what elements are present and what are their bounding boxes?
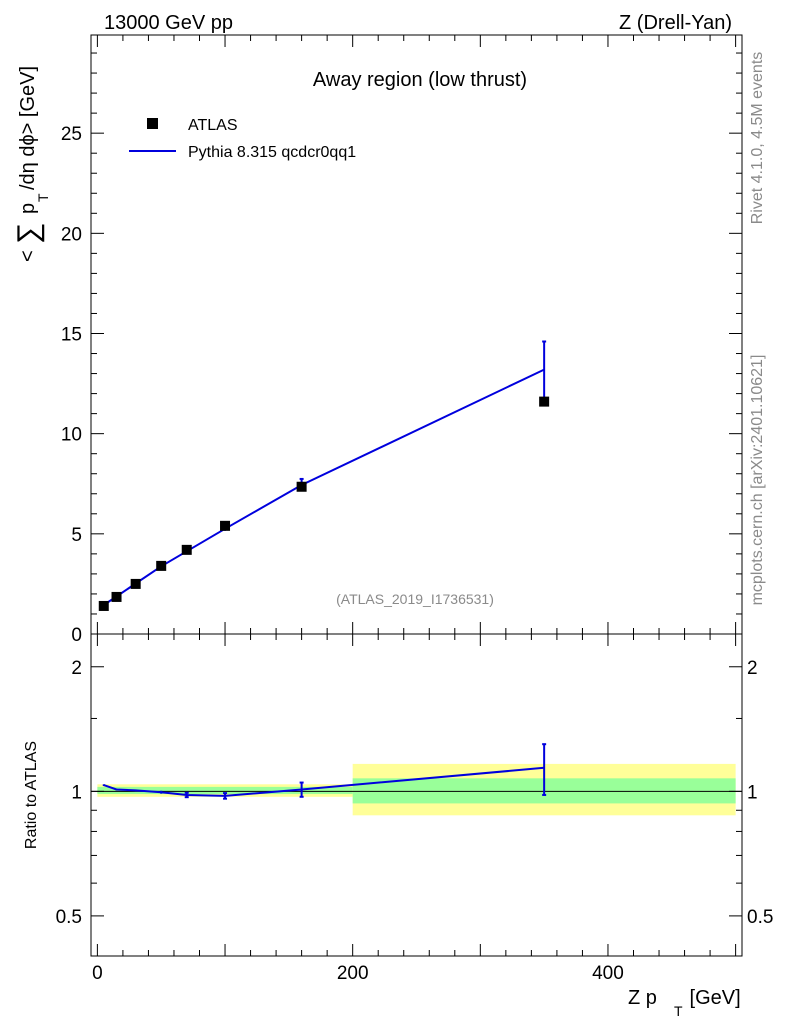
ylabel-rest: /dη dϕ> [GeV] [17,66,39,190]
energy-label: 13000 GeV pp [104,12,233,34]
ylabel-p: p [17,203,39,214]
x-tick-label: 200 [337,963,369,984]
main-y-axis-label: < ∑ p T /dη dϕ> [GeV] [12,66,51,262]
y-tick-label: 20 [61,224,82,245]
data-point [111,591,122,602]
data-point [296,481,307,492]
ratio-frame [90,633,743,957]
data-point [220,520,231,531]
data-point [130,578,141,589]
main-panel: Away region (low thrust) (ATLAS_2019_I17… [61,34,743,646]
ratio-panel: 0.5 0.5 1 1 2 2 0 200 400 [56,633,773,984]
data-point [156,560,167,571]
ratio-y-tick-label: 2 [71,658,82,679]
y-tick-label: 0 [71,625,82,646]
ylabel-sub-t: T [35,193,51,202]
legend-marker-atlas [147,118,158,129]
x-tick-label: 0 [92,963,103,984]
ratio-line [103,766,545,797]
data-point [539,396,550,407]
ratio-y-axis-label: Ratio to ATLAS [23,741,40,849]
data-point [181,544,192,555]
uncertainty-band-green [97,786,353,795]
panel-title: Away region (low thrust) [313,69,527,91]
legend-label-atlas: ATLAS [188,117,238,134]
analysis-watermark: (ATLAS_2019_I1736531) [336,591,494,607]
legend: ATLAS Pythia 8.315 qcdcr0qq1 [129,117,356,161]
xlabel-rest: [GeV] [684,987,741,1009]
ratio-y-tick-label: 0.5 [56,907,82,928]
x-axis-label: Z p T [GeV] [628,987,741,1019]
rivet-label: Rivet 4.1.0, 4.5M events [749,52,766,225]
ratio-y-tick-label: 1 [71,782,82,803]
ratio-y-tick-label-right: 1 [747,782,758,803]
y-tick-label: 25 [61,124,82,145]
xlabel-sub-t: T [674,1003,683,1019]
x-tick-label: 400 [592,963,624,984]
y-tick-label: 10 [61,425,82,446]
mc-line [103,368,545,606]
data-point [98,600,109,611]
ylabel-open: < [17,250,39,262]
process-label: Z (Drell-Yan) [619,12,732,34]
ratio-y-tick-label-right: 2 [747,658,758,679]
y-tick-label: 5 [71,525,82,546]
y-tick-label: 15 [61,324,82,345]
xlabel-main: Z p [628,987,657,1009]
ylabel-sum: ∑ [12,223,45,244]
source-label: mcplots.cern.ch [arXiv:2401.10621] [749,355,766,606]
ratio-y-tick-label-right: 0.5 [747,907,773,928]
legend-label-pythia: Pythia 8.315 qcdcr0qq1 [188,144,356,161]
